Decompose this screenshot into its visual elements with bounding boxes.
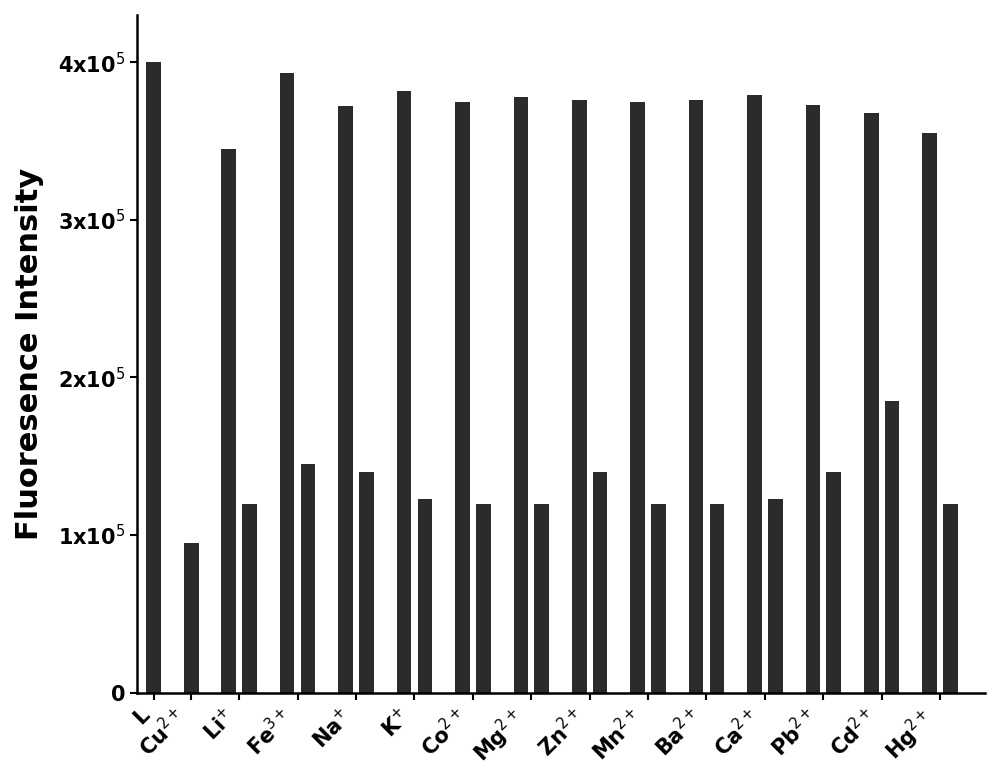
Bar (301, 464, 315, 693)
Bar (630, 102, 645, 693)
Bar (476, 503, 491, 693)
Bar (710, 503, 724, 693)
Bar (864, 113, 879, 693)
Bar (534, 503, 549, 693)
Bar (572, 100, 587, 693)
Bar (455, 102, 470, 693)
Bar (747, 96, 762, 693)
Bar (397, 91, 411, 693)
Bar (338, 106, 353, 693)
Bar (768, 499, 783, 693)
Y-axis label: Fluoresence Intensity: Fluoresence Intensity (15, 168, 44, 540)
Bar (359, 472, 374, 693)
Bar (826, 472, 841, 693)
Bar (806, 105, 820, 693)
Bar (651, 503, 666, 693)
Bar (514, 97, 528, 693)
Bar (943, 503, 958, 693)
Bar (593, 472, 607, 693)
Bar (418, 499, 432, 693)
Bar (242, 503, 257, 693)
Bar (221, 149, 236, 693)
Bar (885, 401, 899, 693)
Bar (184, 543, 199, 693)
Bar (146, 63, 161, 693)
Bar (922, 133, 937, 693)
Bar (280, 74, 294, 693)
Bar (689, 100, 703, 693)
